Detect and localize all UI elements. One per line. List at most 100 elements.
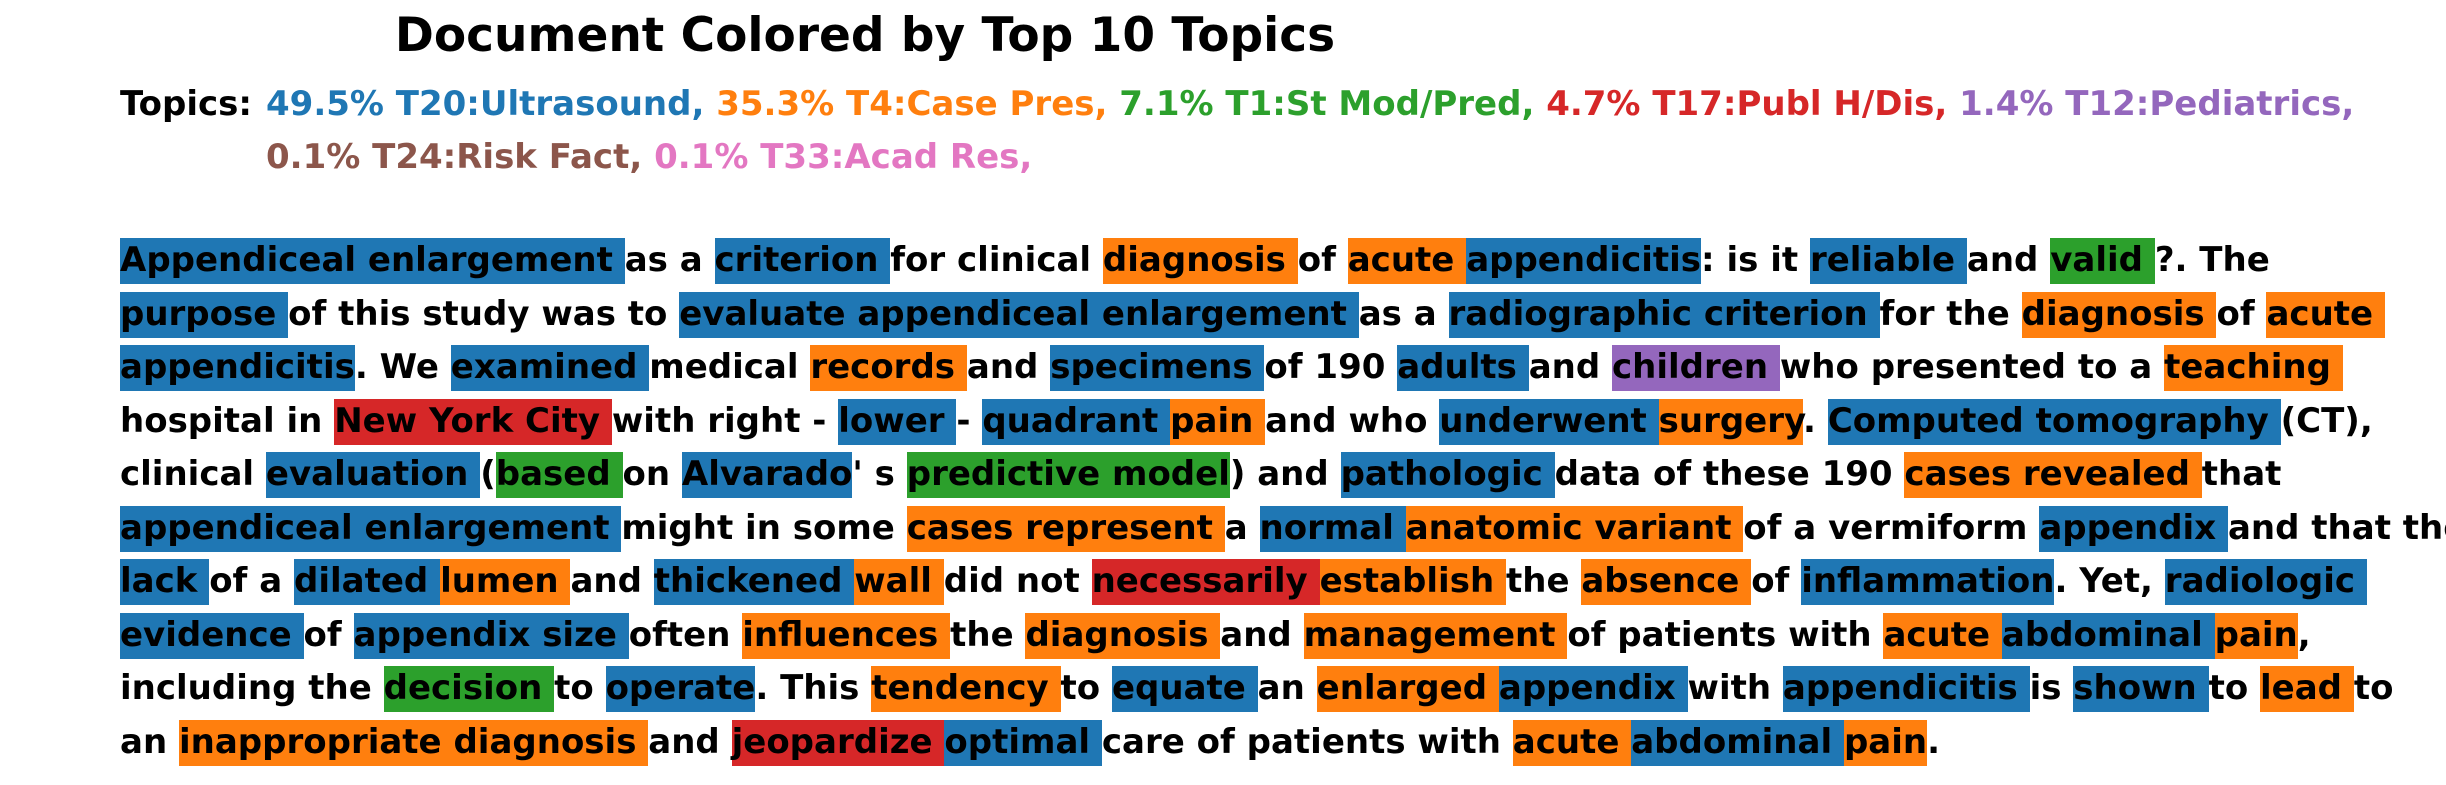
plain-text: and who (1265, 400, 1440, 441)
plain-text: an (120, 721, 179, 762)
plain-text: for the (1879, 293, 2022, 334)
highlighted-word: model (1112, 452, 1230, 498)
highlighted-word: appendicitis (1782, 666, 2030, 712)
plain-text: ' s (852, 454, 907, 494)
plain-text: of (1297, 240, 1348, 280)
highlighted-word: teaching (2164, 345, 2343, 391)
highlighted-word: enlargement (1101, 291, 1359, 338)
highlighted-word: thickened (653, 559, 855, 605)
text-line: an inappropriate diagnosis and jeopardiz… (120, 716, 2440, 770)
plain-text: to (1060, 668, 1112, 708)
topic-legend-risk-fact: 0.1% T24:Risk Fact, (266, 137, 643, 177)
highlighted-word: appendix (2039, 505, 2228, 552)
plain-text: ?. The (2154, 240, 2270, 280)
plain-text: as a (624, 240, 715, 280)
plain-text: is (2029, 668, 2074, 708)
highlighted-word: shown (2073, 666, 2209, 712)
plain-text: . Yet, (2054, 561, 2165, 601)
highlighted-word: pain (2214, 612, 2298, 659)
plain-text: often (628, 614, 743, 655)
highlighted-word: New York City (334, 398, 612, 445)
highlighted-word: necessarily (1091, 559, 1320, 605)
topics-row-1: Topics: 49.5% T20:Ultrasound, 35.3% T4:Ca… (120, 78, 2420, 131)
topics-legend: Topics: 49.5% T20:Ultrasound, 35.3% T4:Ca… (120, 78, 2420, 184)
highlighted-word: appendix (1498, 666, 1688, 712)
highlighted-word: cases (1904, 452, 2023, 498)
highlighted-word: examined (450, 345, 650, 391)
plain-text: as a (1358, 293, 1449, 334)
plain-text: , (2297, 614, 2311, 655)
highlighted-word: abdominal (2001, 612, 2215, 659)
plain-text: and that the (2227, 507, 2446, 548)
plain-text: of a (209, 561, 294, 601)
page-title: Document Colored by Top 10 Topics (394, 8, 1336, 63)
highlighted-word: lumen (440, 559, 571, 605)
highlighted-word: operate (605, 666, 756, 712)
highlighted-word: tendency (871, 666, 1061, 712)
highlighted-word: radiologic (2164, 559, 2367, 605)
plain-text: - (956, 400, 983, 441)
highlighted-word: anatomic (1405, 505, 1595, 552)
highlighted-word: specimens (1050, 345, 1265, 391)
highlighted-word: children (1612, 345, 1780, 391)
highlighted-word: evaluation (265, 452, 481, 498)
plain-text: and (570, 561, 654, 601)
plain-text: of patients with (1567, 614, 1884, 655)
plain-text: and (1220, 614, 1304, 655)
highlighted-word: influences (742, 612, 951, 659)
highlighted-word: predictive (906, 452, 1113, 498)
plain-text: . (1927, 721, 1940, 762)
highlighted-word: appendiceal (857, 291, 1102, 338)
highlighted-word: records (810, 345, 967, 391)
highlighted-word: appendiceal (120, 505, 365, 552)
highlighted-word: absence (1581, 559, 1752, 605)
plain-text: who presented to a (1779, 347, 2165, 387)
plain-text: and (648, 721, 732, 762)
highlighted-word: evaluate (679, 291, 858, 338)
plain-text: for clinical (890, 240, 1103, 280)
text-line: including the decision to operate. This … (120, 662, 2440, 716)
highlighted-word: enlargement (364, 505, 622, 552)
topics-label: Topics: (120, 84, 253, 124)
topic-legend-case-pres: 35.3% T4:Case Pres, (716, 84, 1108, 124)
highlighted-word: cases (906, 505, 1026, 552)
plain-text: the (1505, 561, 1582, 601)
plain-text: to (554, 668, 606, 708)
highlighted-word: Appendiceal (120, 238, 368, 284)
highlighted-word: normal (1259, 505, 1406, 552)
highlighted-word: establish (1319, 559, 1506, 605)
highlighted-word: acute (1347, 238, 1467, 284)
highlighted-word: purpose (120, 291, 289, 338)
plain-text: with (1687, 668, 1783, 708)
highlighted-word: abdominal (1631, 719, 1844, 766)
text-line: clinical evaluation (based on Alvarado' … (120, 448, 2440, 502)
highlighted-word: equate (1111, 666, 1258, 712)
highlighted-word: variant (1594, 505, 1744, 552)
highlighted-word: criterion (714, 238, 891, 284)
plain-text: an (1257, 668, 1317, 708)
highlighted-word: radiographic (1448, 291, 1704, 338)
highlighted-word: surgery (1658, 398, 1804, 445)
highlighted-word: reliable (1809, 238, 1967, 284)
highlighted-word: Computed (1827, 398, 2036, 445)
highlighted-word: management (1303, 612, 1568, 659)
plain-text: did not (943, 561, 1092, 601)
plain-text: . (1803, 400, 1828, 441)
highlighted-word: appendicitis (1466, 238, 1702, 284)
highlighted-word: pain (1170, 398, 1266, 445)
highlighted-word: tomography (2035, 398, 2281, 445)
plain-text: of a vermiform (1743, 507, 2040, 548)
plain-text: of (303, 614, 354, 655)
highlighted-word: based (495, 452, 623, 498)
highlighted-word: size (542, 612, 629, 659)
plain-text: (CT), (2280, 400, 2373, 441)
text-line: evidence of appendix size often influenc… (120, 609, 2440, 663)
highlighted-word: diagnosis (453, 719, 649, 766)
highlighted-word: diagnosis (1102, 238, 1298, 284)
plain-text: and (966, 347, 1051, 387)
highlighted-word: revealed (2022, 452, 2202, 498)
highlighted-word: pathologic (1340, 452, 1555, 498)
text-line: purpose of this study was to evaluate ap… (120, 288, 2440, 342)
highlighted-word: Alvarado (681, 452, 853, 498)
plain-text: to (2208, 668, 2261, 708)
